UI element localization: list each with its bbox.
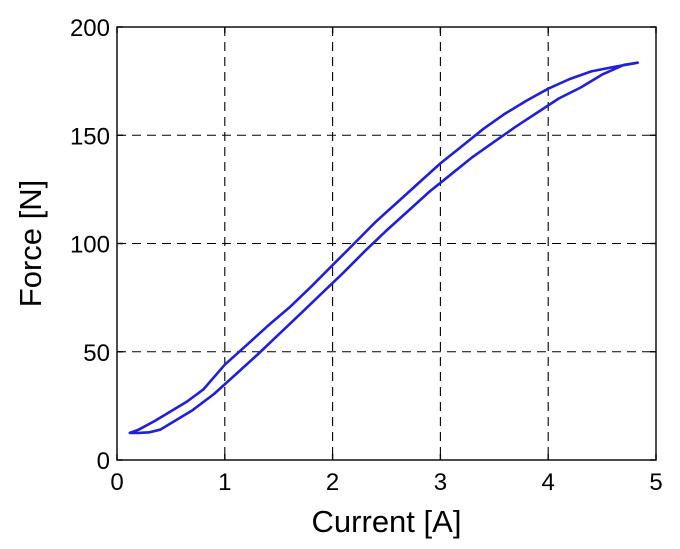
x-tick-label: 5 <box>649 469 662 496</box>
x-tick-labels: 0 1 2 3 4 5 <box>110 469 662 496</box>
series-line <box>128 61 640 435</box>
y-axis-title: Force [N] <box>13 180 48 307</box>
y-tick-label: 0 <box>97 448 110 475</box>
x-tick-label: 2 <box>326 469 339 496</box>
x-axis-title: Current [A] <box>312 504 462 539</box>
series-layer <box>128 61 640 435</box>
y-tick-label: 200 <box>70 15 110 42</box>
tick-marks <box>116 26 657 461</box>
x-tick-label: 1 <box>218 469 231 496</box>
y-tick-label: 100 <box>70 232 110 259</box>
grid <box>117 27 656 460</box>
x-tick-label: 0 <box>110 469 123 496</box>
y-tick-labels: 0 50 100 150 200 <box>70 15 110 475</box>
x-tick-label: 4 <box>542 469 555 496</box>
x-tick-label: 3 <box>434 469 447 496</box>
y-tick-label: 150 <box>70 123 110 150</box>
y-tick-label: 50 <box>83 340 110 367</box>
